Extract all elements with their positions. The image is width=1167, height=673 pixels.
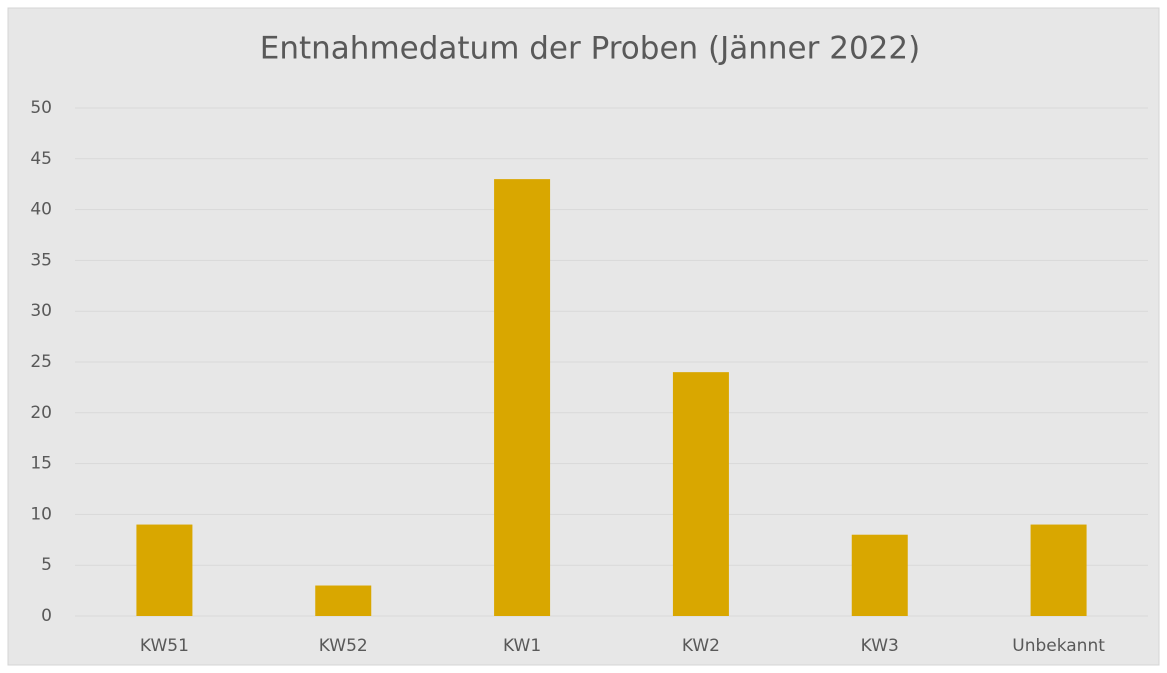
y-tick-label: 25 [30, 352, 52, 372]
x-tick-label: KW2 [682, 636, 720, 656]
y-tick-label: 40 [30, 200, 52, 220]
y-tick-label: 0 [41, 606, 52, 626]
x-tick-label: KW51 [140, 636, 189, 656]
bar [672, 372, 729, 616]
bar [136, 524, 193, 616]
y-tick-label: 45 [30, 149, 52, 169]
y-tick-label: 15 [30, 454, 52, 474]
y-tick-label: 10 [30, 504, 52, 524]
x-tick-label: KW52 [319, 636, 368, 656]
bar [494, 179, 551, 616]
y-tick-label: 5 [41, 555, 52, 575]
chart-title: Entnahmedatum der Proben (Jänner 2022) [260, 31, 920, 67]
chart-background [7, 7, 1160, 666]
y-tick-label: 20 [30, 403, 52, 423]
y-tick-label: 30 [30, 301, 52, 321]
bar [851, 534, 908, 616]
x-tick-label: KW3 [861, 636, 899, 656]
bar [1030, 524, 1087, 616]
y-tick-label: 35 [30, 250, 52, 270]
y-tick-label: 50 [30, 98, 52, 118]
bar [315, 585, 372, 616]
x-tick-label: KW1 [503, 636, 541, 656]
x-tick-label: Unbekannt [1012, 636, 1105, 656]
